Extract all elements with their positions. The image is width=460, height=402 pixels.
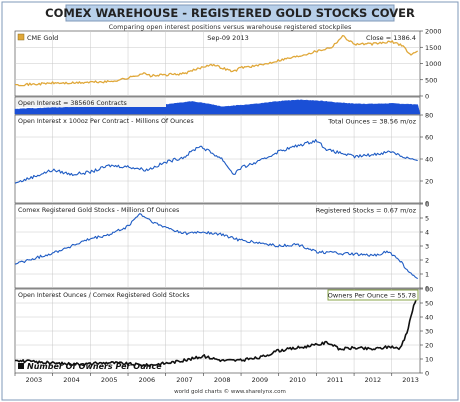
y-tick-label: 80 [425, 112, 433, 120]
y-tick-label: 5 [425, 215, 429, 223]
x-tick-label: 2003 [26, 376, 43, 384]
y-tick-label: 30 [425, 328, 433, 336]
panel-value-registered_stocks: Registered Stocks = 0.67 m/oz [316, 207, 417, 215]
y-tick-label: 6 [425, 201, 429, 209]
x-axis: 2003 2004 2005 2006 2007 2008 2009 2010 2011 2012… [14, 373, 419, 384]
legend-swatch-owners [18, 363, 24, 369]
x-tick-label: 2009 [252, 376, 269, 384]
y-tick-label: 60 [425, 286, 433, 294]
y-tick-label: 1000 [425, 60, 442, 68]
y-tick-label: 20 [425, 178, 433, 186]
y-tick-label: 60 [425, 134, 433, 142]
panel-label-open_interest: Open Interest = 385606 Contracts [18, 100, 127, 107]
y-tick-label: 0 [425, 370, 429, 378]
title-banner [65, 4, 395, 22]
series-line-registered_stocks [14, 213, 418, 280]
y-tick-label: 40 [425, 314, 433, 322]
footer-credit: world gold charts © www.sharelynx.com [174, 388, 286, 395]
y-tick-label: 3 [425, 243, 429, 251]
panel-label-total_ounces: Open Interest x 100oz Per Contract - Mil… [18, 118, 194, 125]
x-tick-label: 2006 [139, 376, 156, 384]
chart-subtitle: Comparing open interest positions versus… [109, 23, 352, 31]
panel-total_ounces: 0 20 40 60 80 Open Interest x 100oz Per Contr… [14, 112, 433, 208]
panel-gold: 0 500 1000 1500 2000 CME Gold Sep-09 2013 Close… [14, 28, 442, 101]
panel-value-total_ounces: Total Ounces = 38.56 m/oz [327, 118, 416, 126]
y-tick-label: 4 [425, 229, 429, 237]
y-tick-label: 2000 [425, 28, 442, 36]
legend-label-owners: Number Of Owners Per Ounce [27, 362, 162, 371]
y-tick-label: 0 [425, 93, 429, 101]
legend-swatch-gold [17, 33, 25, 41]
owners-value-box [327, 289, 419, 301]
panel-label-registered_stocks: Comex Registered Gold Stocks - Millions … [18, 207, 179, 214]
x-tick-label: 2007 [176, 376, 193, 384]
x-tick-label: 2012 [365, 376, 382, 384]
y-tick-label: 500 [425, 76, 437, 84]
y-tick-label: 50 [425, 300, 433, 308]
x-tick-label: 2008 [214, 376, 231, 384]
x-tick-label: 2005 [101, 376, 118, 384]
x-tick-label: 2013 [402, 376, 419, 384]
y-tick-label: 1500 [425, 44, 442, 52]
y-tick-label: 0 [425, 285, 429, 293]
x-tick-label: 2011 [327, 376, 344, 384]
panel-label-bg [16, 98, 166, 107]
panel-registered_stocks: 0 1 2 3 4 5 6 Comex Registered Gold Stocks - Mi… [14, 201, 429, 293]
y-tick-label: 20 [425, 342, 433, 350]
close-value-label: Close = 1386.4 [366, 34, 416, 42]
panel-label-owners_per_ounce: Open Interest Ounces / Comex Registered … [18, 292, 190, 299]
panel-owners_per_ounce: 0 10 20 30 40 50 60 Open Interest Ounces / Come… [14, 286, 433, 378]
chart-title: COMEX WAREHOUSE - REGISTERED GOLD STOCKS… [45, 6, 415, 20]
y-tick-label: 0 [425, 200, 429, 208]
legend-label-gold: CME Gold [27, 34, 58, 42]
y-tick-label: 40 [425, 156, 433, 164]
panel-open_interest: Open Interest = 385606 Contracts [14, 96, 421, 115]
series-line-gold [15, 34, 419, 87]
x-tick-label: 2010 [289, 376, 306, 384]
x-tick-label: 2004 [63, 376, 80, 384]
date-label: Sep-09 2013 [207, 34, 248, 42]
y-tick-label: 2 [425, 257, 429, 265]
y-tick-label: 10 [425, 356, 433, 364]
y-tick-label: 1 [425, 271, 429, 279]
panel-value-owners_per_ounce: Owners Per Ounce = 55.78 [328, 292, 416, 300]
series-line-total_ounces [14, 139, 418, 184]
series-line-owners_per_ounce [14, 294, 419, 368]
